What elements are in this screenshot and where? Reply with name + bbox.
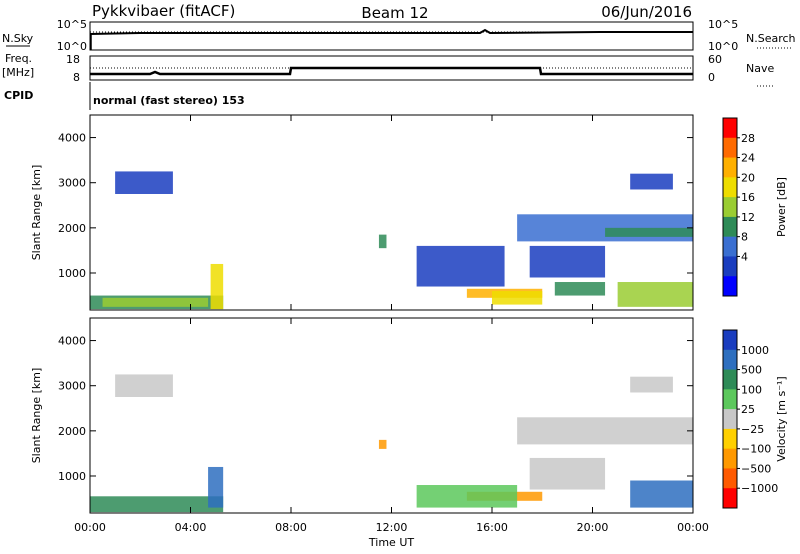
power-echo-region: [378, 234, 387, 249]
velocity-echo-region: [208, 466, 224, 508]
power-echo-region: [529, 245, 606, 278]
power-y-tick-label: 4000: [58, 132, 86, 145]
velocity-y-axis-label: Slant Range [km]: [30, 368, 43, 464]
velocity-x-tick-label: 04:00: [175, 521, 207, 534]
power-colorbar-tick-label: 4: [741, 250, 748, 263]
nave-right-tick-bottom: 0: [708, 71, 715, 84]
velocity-x-tick-label: 08:00: [275, 521, 307, 534]
frequency-panel: Freq. [MHz] 18 8 60 0 Nave: [2, 52, 775, 87]
freq-left-tick-bottom: 8: [73, 71, 80, 84]
power-colorbar-swatch: [723, 118, 737, 139]
power-echo-region: [605, 227, 693, 237]
freq-label-line2: [MHz]: [2, 66, 34, 79]
velocity-echo-region: [90, 496, 224, 513]
noise-left-tick-top: 10^5: [57, 18, 87, 31]
power-colorbar-swatch: [723, 256, 737, 277]
power-echo-region: [210, 263, 224, 310]
velocity-echo-region: [416, 485, 518, 508]
power-colorbar-tick-label: 20: [741, 171, 755, 184]
nave-label: Nave: [746, 62, 774, 75]
beam-title: Beam 12: [361, 4, 428, 22]
velocity-y-tick-label: 1000: [58, 470, 86, 483]
velocity-x-tick-label: 12:00: [376, 521, 408, 534]
nsearch-label: N.Search: [746, 32, 796, 45]
velocity-colorbar-swatch: [723, 428, 737, 450]
cpid-label: CPID: [4, 89, 33, 102]
station-title: Pykkvibaer (fitACF): [92, 2, 235, 20]
noise-right-tick-bottom: 10^0: [708, 40, 738, 53]
power-colorbar-tick-label: 24: [741, 152, 755, 165]
power-colorbar-swatch: [723, 157, 737, 178]
power-colorbar-tick-label: 16: [741, 191, 755, 204]
nsky-label: N.Sky: [2, 32, 34, 45]
power-colorbar-swatch: [723, 137, 737, 159]
velocity-colorbar-tick-label: −25: [741, 423, 764, 436]
velocity-colorbar-tick-label: 100: [741, 383, 762, 396]
power-y-axis-label: Slant Range [km]: [30, 165, 43, 261]
velocity-echo-region: [378, 439, 387, 449]
velocity-colorbar-tick-label: 25: [741, 403, 755, 416]
power-echo-region: [416, 245, 505, 287]
velocity-colorbar-tick-label: −100: [741, 443, 771, 456]
power-echo-region: [630, 173, 673, 190]
velocity-echo-region: [115, 374, 173, 397]
power-echo-region: [102, 297, 209, 307]
velocity-x-tick-label: 20:00: [577, 521, 609, 534]
power-echo-region: [115, 171, 173, 194]
power-y-tick-label: 2000: [58, 222, 86, 235]
velocity-colorbar-swatch: [723, 448, 737, 469]
velocity-colorbar-swatch: [723, 409, 737, 430]
power-colorbar-swatch: [723, 276, 737, 297]
noise-right-tick-top: 10^5: [708, 18, 738, 31]
velocity-x-tick-label: 00:00: [677, 521, 709, 534]
power-colorbar-tick-label: 8: [741, 231, 748, 244]
nave-right-tick-top: 60: [708, 53, 722, 66]
power-colorbar-swatch: [723, 236, 737, 257]
velocity-colorbar-swatch: [723, 349, 737, 371]
power-echo-region: [617, 282, 693, 307]
date-title: 06/Jun/2016: [601, 3, 692, 21]
power-echo-region: [554, 282, 606, 296]
power-panel: 4000 3000 2000 1000 Slant Range [km] 28 24 20 16…: [30, 114, 788, 311]
velocity-colorbar-label: Velocity [m s⁻¹]: [775, 376, 788, 461]
velocity-colorbar-tick-label: −500: [741, 462, 771, 475]
x-axis-label: Time UT: [368, 536, 414, 549]
velocity-echo-region: [529, 457, 606, 490]
velocity-colorbar-tick-label: −1000: [741, 482, 778, 495]
power-colorbar-tick-label: 12: [741, 211, 755, 224]
power-colorbar-tick-label: 28: [741, 132, 755, 145]
power-colorbar-swatch: [723, 197, 737, 218]
velocity-echo-region: [630, 376, 673, 393]
cpid-text: normal (fast stereo) 153: [93, 94, 245, 107]
velocity-colorbar-swatch: [723, 468, 737, 489]
power-y-tick-label: 3000: [58, 177, 86, 190]
velocity-x-tick-label: 00:00: [74, 521, 106, 534]
freq-label-line1: Freq.: [5, 52, 32, 65]
noise-left-tick-bottom: 10^0: [57, 40, 87, 53]
velocity-colorbar-swatch: [723, 488, 737, 509]
power-colorbar-label: Power [dB]: [775, 177, 788, 237]
velocity-x-tick-label: 16:00: [476, 521, 508, 534]
power-colorbar-swatch: [723, 216, 737, 238]
velocity-echo-region: [517, 417, 693, 445]
velocity-y-tick-label: 2000: [58, 425, 86, 438]
power-colorbar-swatch: [723, 177, 737, 198]
power-echo-region: [492, 291, 543, 305]
frequency-trace: [90, 66, 693, 76]
velocity-panel: 4000 3000 2000 1000 00:00 04:00 08:00 12:00 16:0…: [30, 317, 788, 549]
freq-left-tick-top: 18: [66, 53, 80, 66]
velocity-y-tick-label: 3000: [58, 380, 86, 393]
velocity-colorbar-tick-label: 500: [741, 364, 762, 377]
velocity-colorbar-swatch: [723, 369, 737, 390]
noise-panel: N.Sky 10^5 10^0 10^5 10^0 N.Search: [2, 18, 796, 53]
velocity-colorbar-swatch: [723, 389, 737, 410]
velocity-y-tick-label: 4000: [58, 335, 86, 348]
velocity-colorbar-tick-label: 1000: [741, 344, 769, 357]
velocity-echo-region: [630, 480, 693, 508]
power-y-tick-label: 1000: [58, 267, 86, 280]
velocity-colorbar-swatch: [723, 330, 737, 351]
